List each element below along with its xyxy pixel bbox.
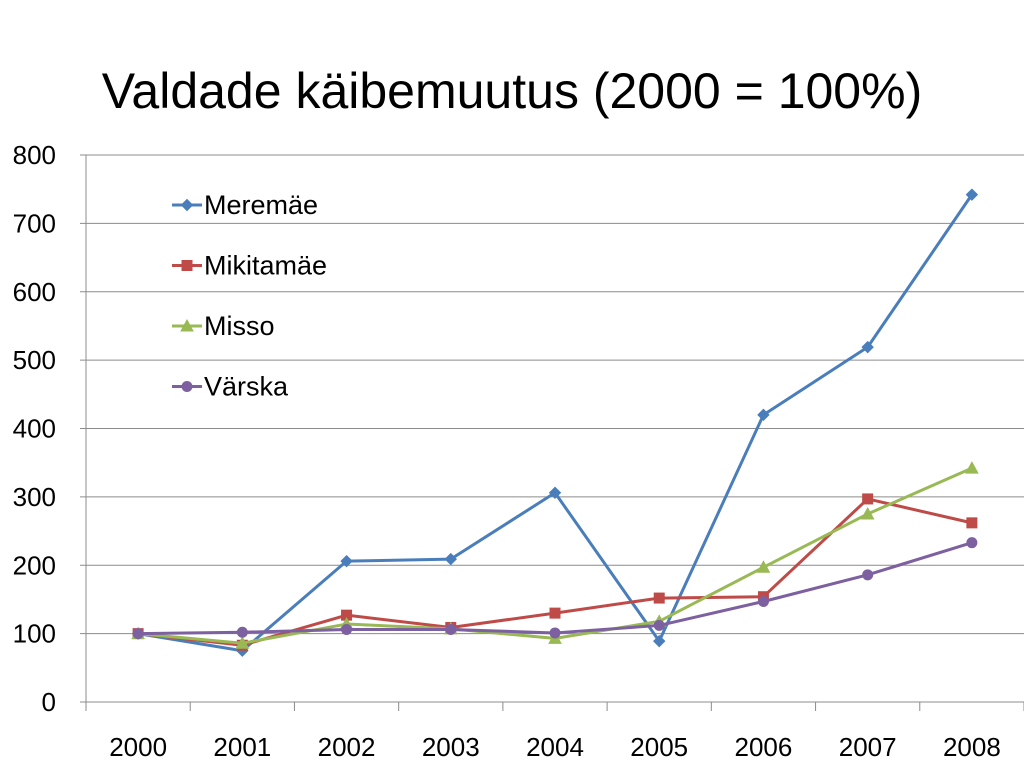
axes: 0 100 200 300 400 500 600 700 800 2000 2001 2002 200… bbox=[13, 140, 1024, 762]
series-lines bbox=[131, 188, 979, 657]
x-tick-label: 2007 bbox=[839, 732, 897, 762]
data-point-circle bbox=[341, 624, 353, 636]
data-point-diamond bbox=[861, 340, 874, 354]
y-tick-label: 800 bbox=[13, 140, 56, 170]
legend-label: Misso bbox=[204, 311, 275, 341]
data-point-diamond bbox=[757, 408, 770, 422]
legend-label: Meremäe bbox=[204, 190, 318, 220]
legend-entry: Värska bbox=[172, 372, 289, 402]
series-1 bbox=[132, 493, 978, 651]
data-point-diamond bbox=[340, 554, 353, 568]
x-tick-label: 2002 bbox=[318, 732, 376, 762]
data-point-triangle bbox=[180, 318, 194, 332]
chart-title: Valdade käibemuutus (2000 = 100%) bbox=[101, 63, 923, 119]
data-point-diamond bbox=[444, 552, 457, 566]
series-0 bbox=[131, 188, 979, 657]
x-tick-label: 2003 bbox=[422, 732, 480, 762]
data-point-diamond bbox=[548, 486, 562, 499]
data-point-square bbox=[181, 260, 193, 271]
data-point-circle bbox=[966, 537, 978, 549]
data-point-circle bbox=[862, 569, 874, 581]
x-tick-label: 2004 bbox=[526, 732, 584, 762]
data-point-square bbox=[862, 493, 874, 505]
data-point-circle bbox=[445, 624, 457, 636]
data-point-square bbox=[653, 592, 665, 604]
series-3 bbox=[132, 537, 978, 640]
data-point-circle bbox=[757, 595, 769, 607]
data-point-square bbox=[549, 607, 561, 619]
legend-entry: Misso bbox=[172, 311, 275, 341]
y-tick-label: 100 bbox=[13, 619, 56, 649]
data-point-circle bbox=[236, 626, 248, 638]
y-tick-label: 0 bbox=[42, 687, 56, 717]
data-point-diamond bbox=[180, 198, 194, 212]
data-point-triangle bbox=[965, 461, 979, 474]
series-line bbox=[136, 541, 974, 636]
y-tick-label: 500 bbox=[13, 345, 56, 375]
data-point-triangle bbox=[235, 636, 250, 649]
data-point-diamond bbox=[653, 634, 666, 648]
legend-label: Värska bbox=[204, 372, 289, 402]
data-point-circle bbox=[653, 619, 665, 631]
x-tick-label: 2006 bbox=[735, 732, 793, 762]
y-tick-label: 300 bbox=[13, 482, 56, 512]
legend: Meremäe Mikitamäe Misso Värska bbox=[172, 190, 327, 402]
data-point-circle bbox=[181, 381, 193, 392]
data-point-triangle bbox=[756, 560, 771, 573]
x-tick-label: 2000 bbox=[109, 732, 167, 762]
y-tick-label: 200 bbox=[13, 550, 56, 580]
legend-entry: Meremäe bbox=[172, 190, 318, 220]
x-tick-label: 2005 bbox=[630, 732, 688, 762]
data-point-diamond bbox=[965, 188, 979, 201]
x-tick-label: 2001 bbox=[213, 732, 271, 762]
y-tick-label: 400 bbox=[13, 414, 56, 444]
y-tick-label: 700 bbox=[13, 208, 56, 238]
y-tick-label: 600 bbox=[13, 277, 56, 307]
legend-entry: Mikitamäe bbox=[172, 251, 327, 281]
data-point-circle bbox=[549, 627, 561, 639]
x-tick-label: 2008 bbox=[943, 732, 1001, 762]
data-point-square bbox=[966, 517, 978, 529]
series-line bbox=[136, 497, 974, 647]
data-point-triangle bbox=[860, 506, 875, 520]
data-point-circle bbox=[132, 628, 144, 640]
legend-label: Mikitamäe bbox=[204, 251, 327, 281]
